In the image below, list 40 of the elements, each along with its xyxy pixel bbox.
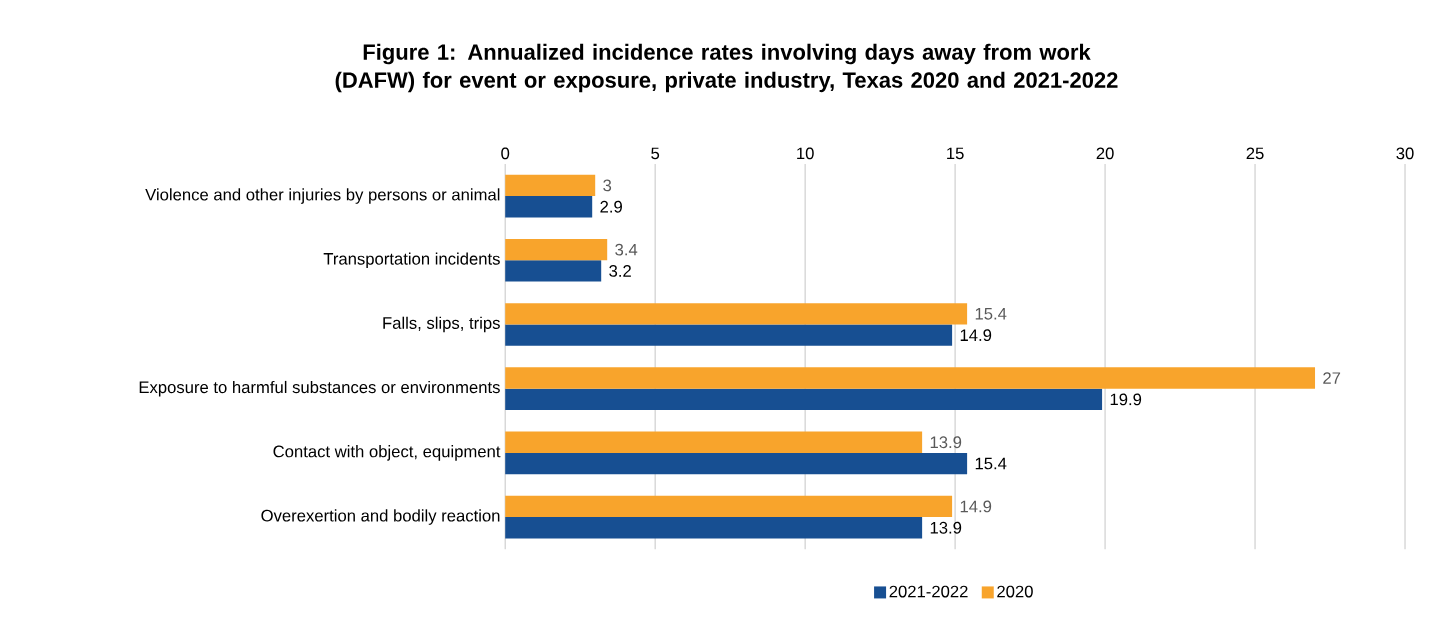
data-label: 19.9	[1110, 393, 1142, 406]
x-tick-label: 10	[797, 147, 814, 160]
chart-title: Figure 1: Annualized incidence rates involving days away from work (DAFW) for event or exposure, private industry, Texas 2020 and 2021-2022	[335, 43, 1118, 93]
data-label: 15.4	[975, 457, 1007, 470]
data-label: 27	[1323, 372, 1341, 384]
bar	[505, 367, 1316, 389]
legend-label: 2020	[997, 585, 1033, 598]
bar	[505, 174, 596, 196]
bar	[505, 260, 602, 282]
data-label: 3.2	[609, 264, 631, 277]
data-label: 15.4	[975, 307, 1007, 320]
legend-label: 2021-2022	[889, 585, 968, 598]
bar	[505, 238, 608, 261]
x-tick-label: 30	[1396, 147, 1414, 160]
bar	[505, 324, 953, 346]
bar	[505, 517, 923, 539]
data-label: 14.9	[960, 329, 992, 341]
y-tick-label: Contact with object, equipment	[273, 445, 501, 461]
x-tick-label: 5	[651, 147, 660, 160]
data-label: 14.9	[960, 500, 992, 513]
bar	[505, 303, 968, 325]
bar	[505, 388, 1103, 410]
bar	[505, 495, 953, 518]
x-tick-label: 15	[947, 147, 964, 160]
bar	[505, 431, 923, 453]
bar	[505, 452, 968, 475]
data-label: 2.9	[600, 200, 622, 213]
y-tick-label: Overexertion and bodily reaction	[261, 509, 500, 525]
bar	[505, 195, 593, 218]
y-tick-label: Falls, slips, trips	[383, 316, 500, 333]
x-tick-label: 25	[1246, 147, 1264, 160]
x-tick-label: 0	[501, 147, 510, 160]
data-label: 3	[603, 179, 612, 192]
data-label: 13.9	[930, 521, 962, 534]
data-label: 13.9	[930, 436, 962, 449]
y-tick-label: Transportation incidents	[323, 252, 500, 268]
x-tick-label: 20	[1096, 147, 1114, 160]
data-label: 3.4	[615, 243, 638, 256]
y-tick-label: Exposure to harmful substances or environments	[139, 380, 500, 397]
y-tick-label: Violence and other injuries by persons or animal	[145, 188, 500, 204]
